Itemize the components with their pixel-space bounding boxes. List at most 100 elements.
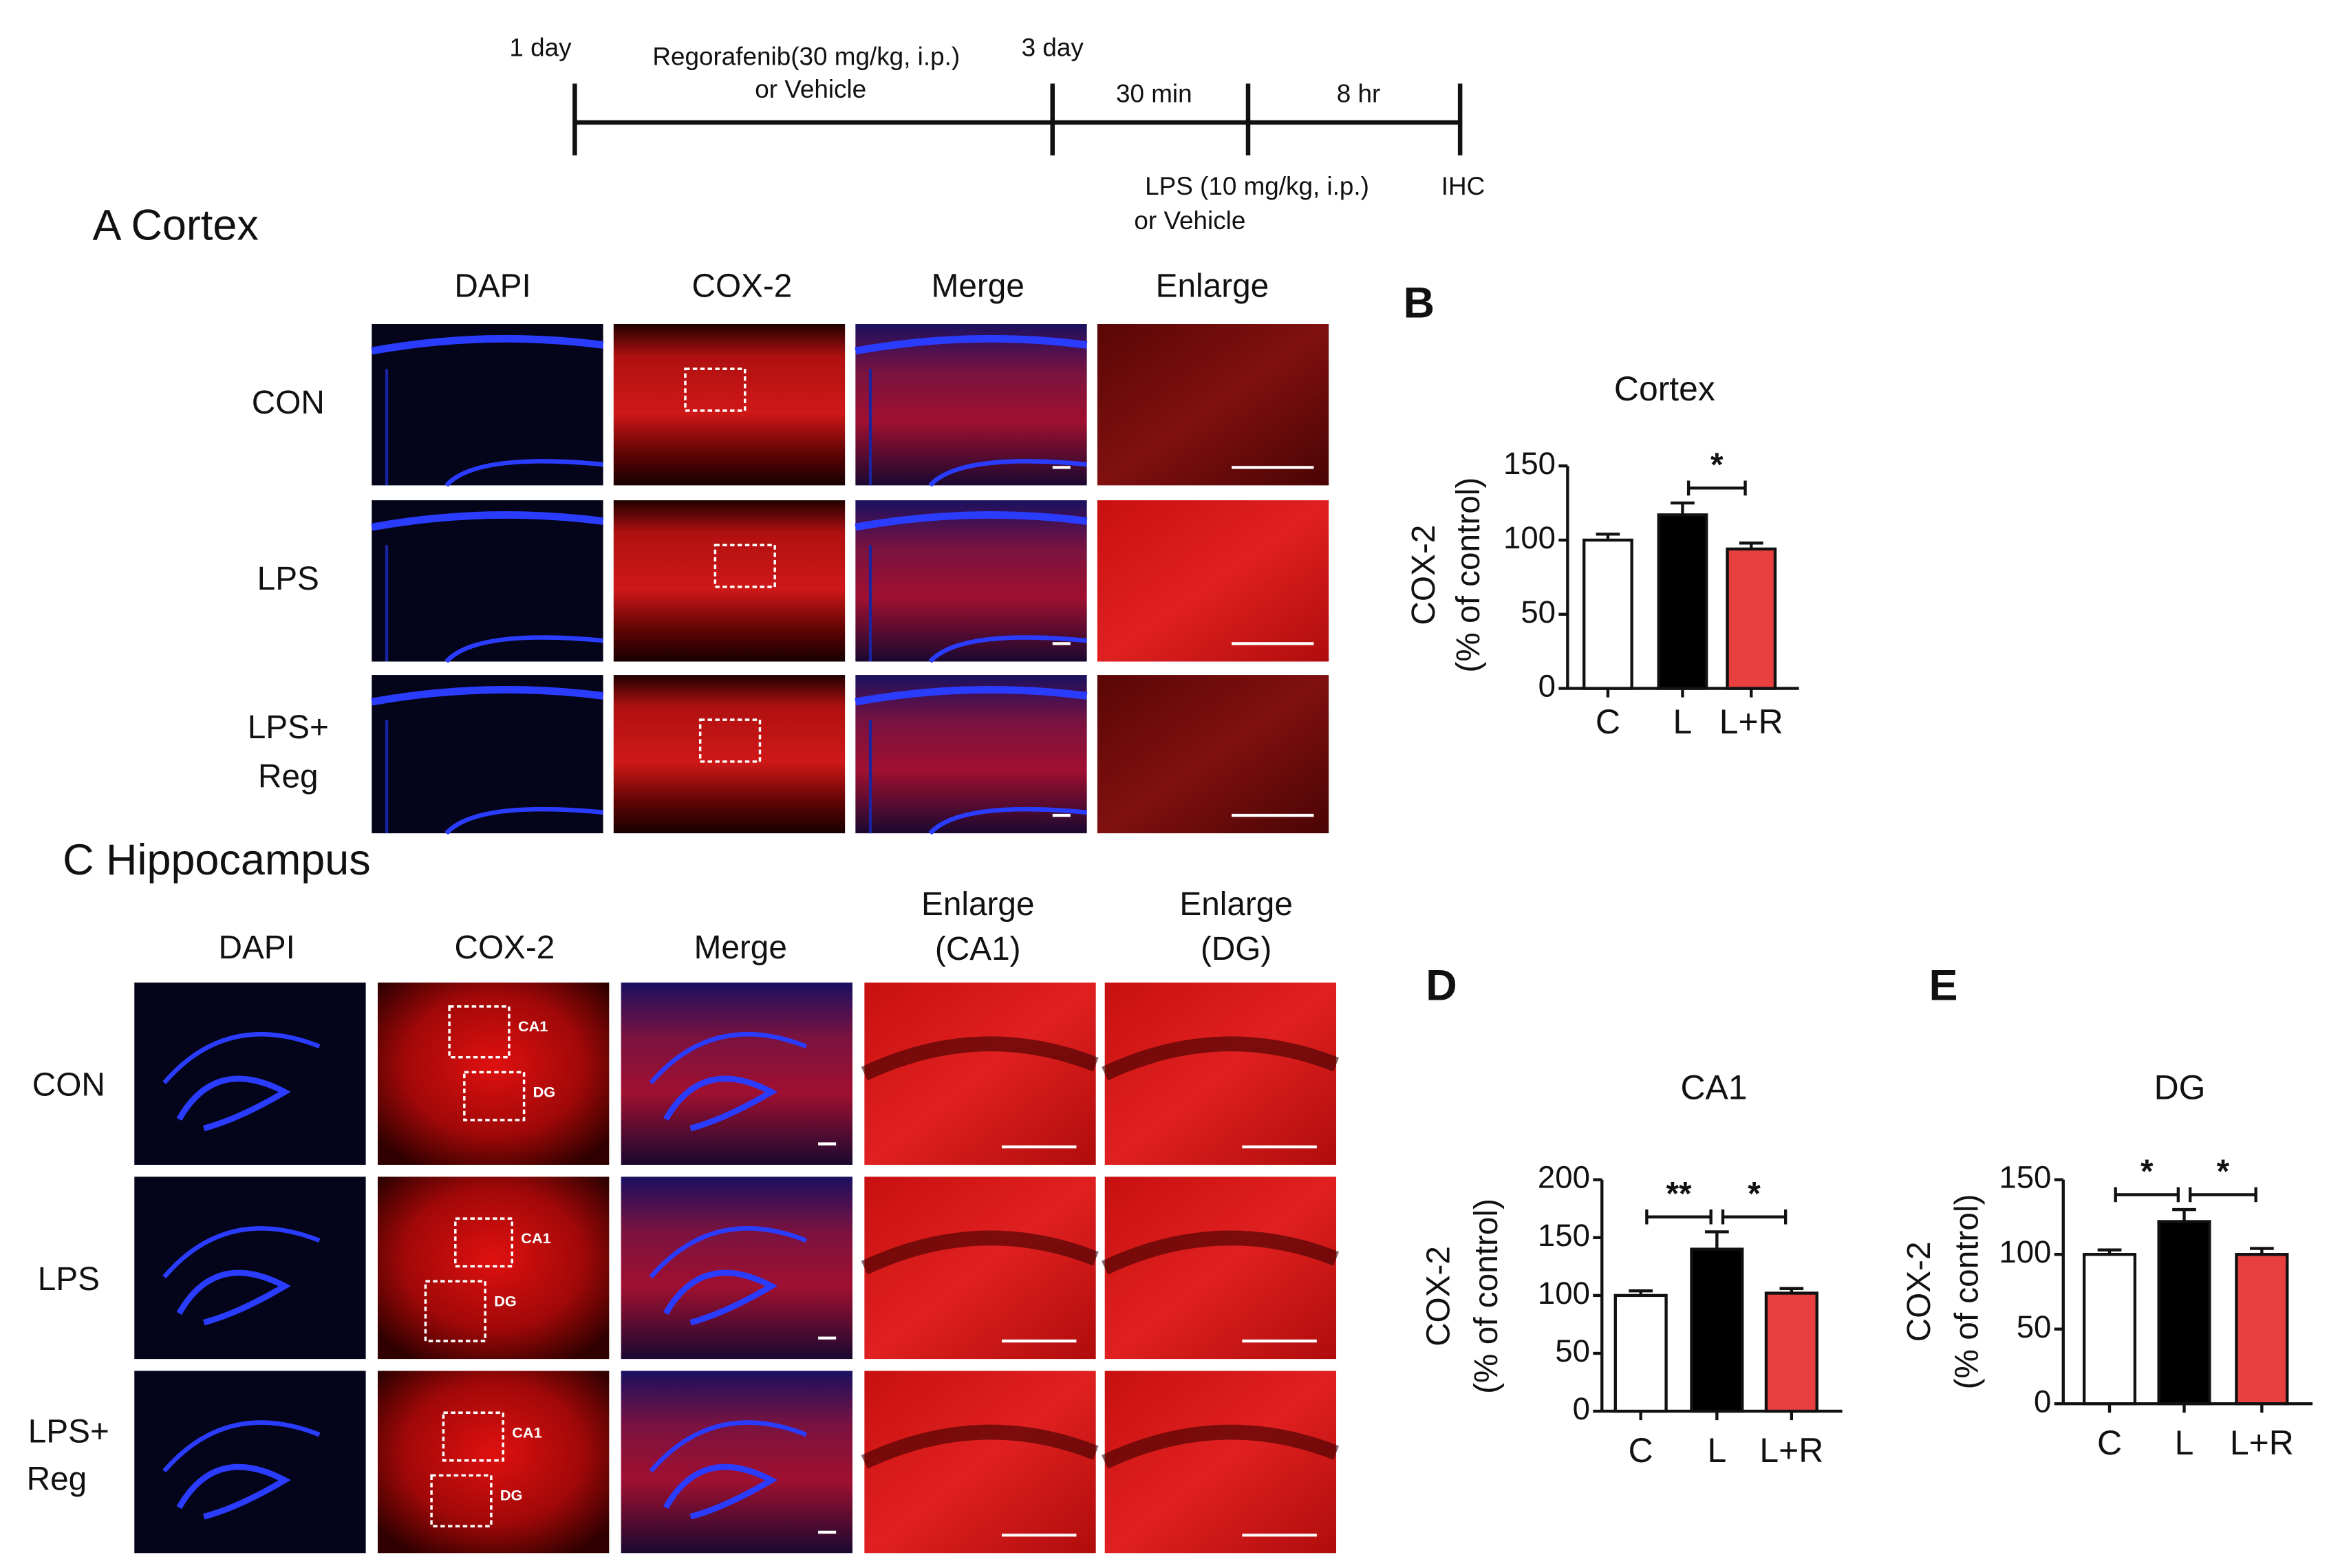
micrograph bbox=[1102, 1371, 1340, 1554]
x-tick-label: C bbox=[1629, 1431, 1653, 1470]
structure bbox=[444, 806, 603, 835]
chart-title: DG bbox=[2154, 1068, 2206, 1107]
roi-box bbox=[448, 1005, 511, 1059]
structure bbox=[855, 685, 1088, 706]
micrograph bbox=[371, 323, 604, 487]
micrograph bbox=[613, 675, 846, 834]
timeline-label: IHC bbox=[1441, 172, 1485, 200]
structure bbox=[928, 459, 1087, 487]
image-bg bbox=[621, 982, 852, 1165]
micrograph bbox=[613, 500, 846, 662]
y-tick-label: 100 bbox=[1999, 1234, 2051, 1269]
column-header: Enlarge bbox=[921, 886, 1035, 923]
structure bbox=[649, 1420, 807, 1473]
micrograph bbox=[1102, 1177, 1340, 1360]
row-label: LPS+ bbox=[248, 709, 329, 746]
structure bbox=[176, 1269, 291, 1326]
micrograph bbox=[855, 500, 1088, 663]
micrograph bbox=[861, 1177, 1099, 1360]
micrograph bbox=[613, 323, 846, 486]
image-bg bbox=[621, 1177, 852, 1360]
row-label: CON bbox=[32, 1067, 105, 1104]
image-bg bbox=[1097, 500, 1329, 662]
structure bbox=[855, 334, 1088, 355]
image-bg bbox=[864, 1177, 1096, 1360]
timeline-label: LPS (10 mg/kg, i.p.) bbox=[1145, 172, 1369, 200]
panel-letter: B bbox=[1404, 279, 1435, 327]
significance: * bbox=[2140, 1154, 2154, 1190]
micrograph bbox=[377, 1371, 610, 1554]
panel-title: A Cortex bbox=[93, 202, 259, 250]
chart-title: Cortex bbox=[1614, 369, 1715, 408]
column-header: DAPI bbox=[219, 930, 295, 966]
significance: * bbox=[1748, 1176, 1761, 1212]
y-tick-label: 0 bbox=[1573, 1391, 1590, 1426]
structure bbox=[855, 511, 1088, 531]
image-bg bbox=[134, 1177, 366, 1360]
bar bbox=[2157, 1220, 2211, 1406]
y-axis-label: (% of control) bbox=[1450, 477, 1487, 673]
y-tick-label: 0 bbox=[2034, 1384, 2051, 1419]
structure bbox=[649, 1226, 807, 1279]
structure bbox=[928, 635, 1087, 663]
structure bbox=[371, 511, 604, 531]
micrograph bbox=[855, 675, 1088, 835]
region-label: CA1 bbox=[521, 1229, 550, 1247]
image-bg bbox=[855, 500, 1087, 662]
structure bbox=[861, 1424, 1099, 1469]
column-header: Enlarge bbox=[1179, 886, 1293, 923]
structure bbox=[371, 685, 604, 706]
region-label: DG bbox=[500, 1487, 523, 1504]
image-bg bbox=[621, 1371, 852, 1554]
column-header: Enlarge bbox=[1156, 268, 1269, 305]
micrograph bbox=[861, 982, 1099, 1165]
image-bg bbox=[377, 1371, 610, 1554]
y-tick-label: 0 bbox=[1538, 669, 1556, 704]
y-tick-label: 150 bbox=[1999, 1160, 2051, 1195]
panel-title: C Hippocampus bbox=[63, 836, 371, 884]
y-axis-label: COX-2 bbox=[1421, 1246, 1457, 1346]
micrograph bbox=[377, 982, 610, 1165]
roi-box bbox=[463, 1071, 526, 1121]
micrograph bbox=[371, 500, 604, 663]
row-label: Reg bbox=[27, 1461, 87, 1498]
roi-box bbox=[430, 1474, 493, 1527]
image-bg bbox=[372, 500, 603, 662]
bar bbox=[1764, 1291, 1818, 1413]
micrograph bbox=[1102, 982, 1340, 1165]
image-bg bbox=[855, 323, 1087, 486]
timeline-label: or Vehicle bbox=[1134, 206, 1245, 235]
structure bbox=[861, 1036, 1099, 1081]
timeline-label: Regorafenib(30 mg/kg, i.p.) bbox=[652, 42, 960, 70]
column-header: (CA1) bbox=[935, 931, 1021, 967]
image-bg bbox=[377, 982, 610, 1165]
image-bg bbox=[134, 1371, 366, 1554]
bar bbox=[2235, 1253, 2289, 1406]
region-label: DG bbox=[494, 1292, 517, 1309]
structure bbox=[162, 1420, 321, 1473]
micrograph bbox=[621, 982, 852, 1165]
structure bbox=[371, 334, 604, 355]
timeline-label: 3 day bbox=[1022, 33, 1084, 61]
y-axis-label: COX-2 bbox=[1406, 525, 1442, 625]
structure bbox=[663, 1269, 778, 1326]
micrograph bbox=[621, 1371, 852, 1554]
image-bg bbox=[1104, 1177, 1337, 1360]
image-bg bbox=[613, 675, 846, 834]
x-tick-label: C bbox=[2097, 1424, 2122, 1462]
micrograph bbox=[134, 1177, 366, 1360]
timeline-label: or Vehicle bbox=[755, 75, 866, 103]
column-header: COX-2 bbox=[691, 268, 792, 305]
column-header: Merge bbox=[694, 930, 787, 966]
structure bbox=[162, 1226, 321, 1279]
bar bbox=[1582, 538, 1633, 690]
column-header: (DG) bbox=[1201, 931, 1271, 967]
structure bbox=[176, 1463, 291, 1520]
image-bg bbox=[613, 323, 846, 486]
timeline bbox=[572, 83, 1463, 155]
x-tick-label: L bbox=[1707, 1431, 1726, 1470]
roi-box bbox=[424, 1280, 486, 1342]
structure bbox=[861, 1230, 1099, 1275]
y-tick-label: 50 bbox=[1555, 1333, 1590, 1368]
timeline-label: 30 min bbox=[1116, 80, 1192, 108]
